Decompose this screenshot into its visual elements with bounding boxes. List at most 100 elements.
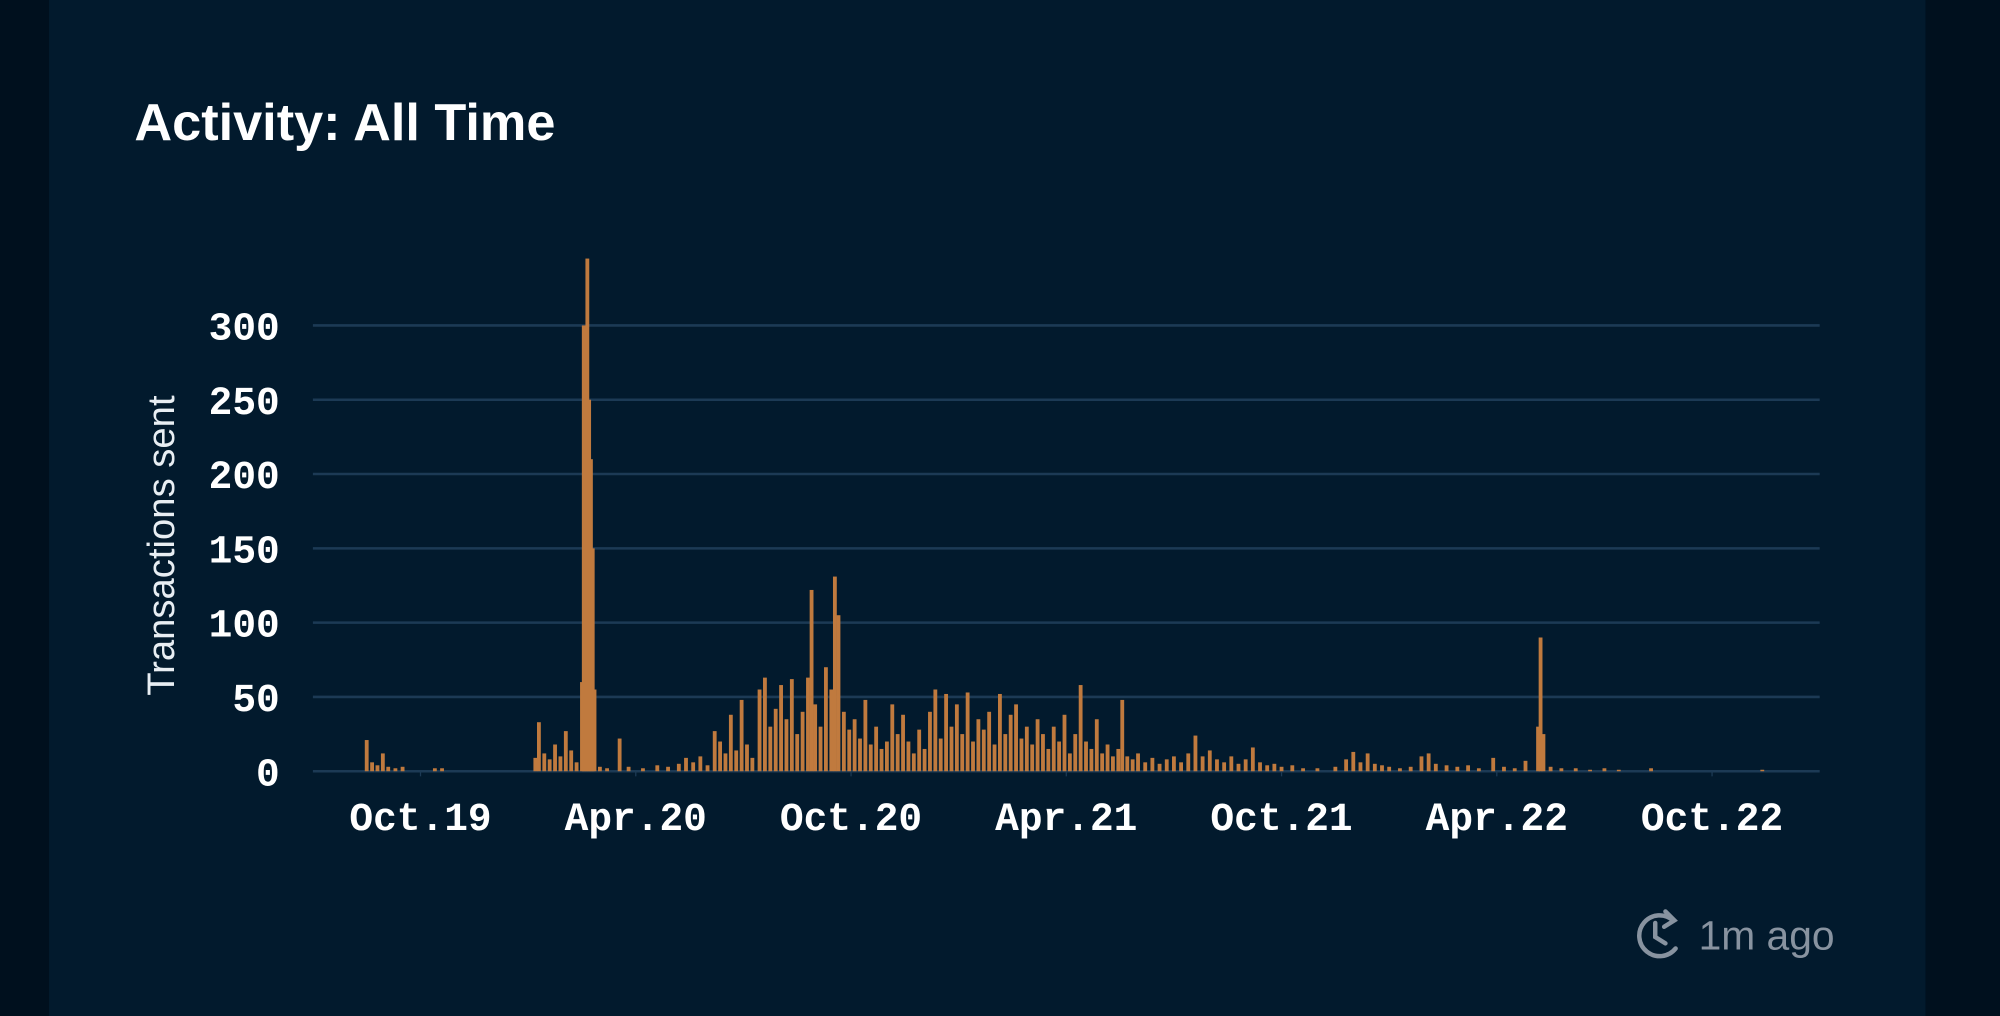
bar — [1150, 757, 1155, 772]
y-tick-label: 300 — [209, 306, 280, 351]
bar — [1573, 768, 1578, 772]
bar — [1301, 768, 1305, 772]
y-tick-label: 100 — [209, 604, 280, 649]
bar — [895, 734, 900, 772]
bar — [809, 589, 814, 772]
bar — [400, 766, 405, 772]
bar — [626, 766, 631, 772]
bar — [1372, 763, 1377, 772]
bar — [987, 711, 992, 772]
bar — [1398, 768, 1402, 772]
bar — [1491, 757, 1496, 772]
bar — [1179, 762, 1184, 772]
bar — [1351, 751, 1356, 772]
bar — [558, 756, 563, 772]
bar — [1344, 759, 1349, 772]
bar — [773, 708, 778, 772]
bar — [1476, 768, 1481, 772]
bar — [1333, 766, 1338, 772]
bar — [542, 753, 547, 772]
bar — [1130, 759, 1135, 772]
bar — [863, 699, 868, 772]
bar — [922, 748, 927, 772]
bar — [1444, 765, 1449, 772]
bar — [992, 744, 997, 772]
bar — [1078, 685, 1083, 772]
bar — [380, 753, 385, 772]
bar — [691, 762, 696, 772]
bar — [1164, 759, 1169, 772]
bar — [563, 731, 568, 772]
bar — [617, 738, 622, 772]
y-tick-label: 50 — [232, 678, 279, 723]
bar — [1455, 766, 1460, 772]
bar — [1125, 756, 1130, 772]
bar — [590, 548, 595, 772]
bar — [712, 731, 717, 772]
bar — [971, 741, 975, 772]
bar — [884, 741, 889, 772]
bar — [1014, 704, 1018, 772]
bar — [745, 744, 749, 772]
bar — [574, 762, 579, 772]
bar — [676, 763, 681, 772]
bar — [739, 699, 744, 772]
bar — [386, 766, 391, 772]
bar — [1062, 714, 1067, 772]
bar — [1272, 763, 1277, 772]
updated-label: 1m ago — [1699, 913, 1835, 959]
bar — [1548, 766, 1553, 772]
bar — [836, 615, 841, 772]
y-axis-label: Transactions sent — [140, 395, 183, 696]
bar — [440, 768, 444, 772]
bar — [795, 734, 800, 772]
bar — [768, 726, 773, 772]
bar — [1136, 753, 1140, 772]
bar — [734, 750, 739, 772]
bar — [597, 766, 602, 772]
bar — [1433, 763, 1438, 772]
bar — [789, 679, 794, 772]
x-tick-label: Apr.22 — [1426, 797, 1568, 842]
bar — [1143, 762, 1148, 772]
bar — [1408, 766, 1413, 772]
bar — [705, 765, 710, 772]
bar — [1602, 768, 1607, 772]
bar — [1419, 756, 1424, 772]
bar — [800, 711, 805, 772]
bar — [906, 741, 911, 772]
bar — [841, 711, 846, 772]
bar — [1019, 738, 1024, 772]
bar — [1616, 769, 1621, 772]
bar — [779, 685, 783, 772]
bar — [1380, 765, 1384, 772]
bar — [1365, 753, 1370, 772]
bar — [1172, 756, 1176, 772]
bar — [592, 689, 597, 772]
bar — [1089, 748, 1094, 772]
bar — [728, 714, 733, 772]
bar — [1008, 714, 1013, 772]
bar — [1541, 734, 1546, 772]
bar — [928, 711, 932, 772]
bar — [818, 726, 823, 772]
bar — [1116, 748, 1121, 772]
bar — [1466, 765, 1471, 772]
x-tick-label: Oct.21 — [1210, 797, 1352, 842]
bar — [1258, 762, 1262, 772]
bar — [938, 738, 943, 772]
bar — [917, 729, 922, 772]
bar — [879, 748, 884, 772]
bar — [813, 704, 818, 772]
y-tick-label: 0 — [256, 752, 280, 797]
bar — [1215, 759, 1219, 772]
bar — [1035, 719, 1040, 772]
y-tick-label: 250 — [209, 381, 280, 426]
bar — [655, 765, 660, 772]
bar — [1649, 768, 1653, 772]
bar — [641, 768, 645, 772]
bar — [981, 729, 986, 772]
bar — [1760, 769, 1765, 772]
bar — [432, 768, 437, 772]
bar — [750, 757, 755, 772]
